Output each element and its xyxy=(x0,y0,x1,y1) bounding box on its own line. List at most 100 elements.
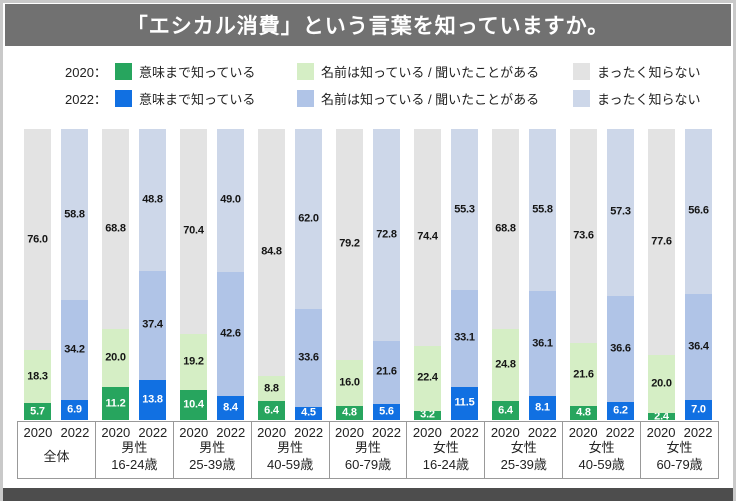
bar-segment-know-meaning: 3.2 xyxy=(414,408,441,421)
axis-year-label: 2022 xyxy=(294,425,324,440)
legend-label-not-know: まったく知らない xyxy=(597,92,701,107)
bar-segment-not-know: 57.3 xyxy=(607,129,634,296)
bar-segment-not-know: 55.8 xyxy=(529,129,556,292)
bar-2020: 5.7 18.3 76.0 xyxy=(24,129,51,420)
value-label: 3.2 xyxy=(420,408,435,421)
bar-segment-know-meaning: 4.5 xyxy=(295,406,322,420)
group-age-line: 16-24歳 xyxy=(422,457,470,472)
value-label: 20.0 xyxy=(105,351,126,364)
bar-2022: 5.6 21.6 72.8 xyxy=(373,129,400,420)
bar-2020: 2.4 20.0 77.6 xyxy=(648,129,675,423)
value-label: 6.4 xyxy=(264,404,279,417)
value-label: 22.4 xyxy=(417,371,438,384)
value-label: 6.2 xyxy=(613,404,628,417)
bar-2020: 6.4 24.8 68.8 xyxy=(492,129,519,420)
axis-year-label: 2022 xyxy=(449,425,479,440)
value-label: 4.8 xyxy=(576,406,591,419)
axis-year-row: 2020 2022 xyxy=(97,425,171,440)
bar-2022: 4.5 33.6 62.0 xyxy=(295,129,322,420)
axis-year-label: 2020 xyxy=(179,425,209,440)
axis-group-name: 女性 25-39歳 xyxy=(501,440,547,474)
axis-year-label: 2022 xyxy=(527,425,557,440)
group-column: 3.2 22.4 74.4 11.5 33.1 55.3 xyxy=(407,129,485,420)
group-name-line: 全体 xyxy=(43,448,70,464)
legend-swatch-2022-know-meaning xyxy=(115,90,132,107)
group-name-line: 女性 xyxy=(588,440,615,456)
legend-label-know-name: 名前は知っている / 聞いたことがある xyxy=(321,65,540,80)
bar-segment-know-meaning: 8.1 xyxy=(529,396,556,420)
group-name-line: 男性 xyxy=(121,440,148,456)
value-label: 5.6 xyxy=(379,405,394,418)
title-bar: 「エシカル消費」という言葉を知っていますか。 xyxy=(5,4,731,46)
bar-segment-know-name: 22.4 xyxy=(414,345,441,411)
value-label: 72.8 xyxy=(376,228,397,241)
bar-segment-know-meaning: 11.2 xyxy=(102,387,129,420)
bar-segment-know-name: 21.6 xyxy=(570,343,597,407)
value-label: 76.0 xyxy=(27,233,48,246)
value-label: 73.6 xyxy=(573,229,594,242)
legend-label-not-know: まったく知らない xyxy=(597,65,701,80)
bar-segment-know-meaning: 2.4 xyxy=(648,410,675,423)
axis-group-name: 全体 xyxy=(43,440,69,474)
group-name-line: 男性 xyxy=(277,440,304,456)
axis-group-name: 女性 40-59歳 xyxy=(579,440,625,474)
legend-row-2020: 2020： 意味まで知っている 名前は知っている / 聞いたことがある まったく… xyxy=(65,58,733,85)
group-age-line: 40-59歳 xyxy=(578,457,625,472)
bar-segment-not-know: 48.8 xyxy=(139,129,166,272)
group-name-line: 男性 xyxy=(199,440,226,456)
legend-swatch-2020-know-name xyxy=(297,63,314,80)
value-label: 56.6 xyxy=(688,204,709,217)
axis-year-row: 2020 2022 xyxy=(565,425,639,440)
value-label: 74.4 xyxy=(417,230,438,243)
bar-segment-know-name: 18.3 xyxy=(24,350,51,404)
value-label: 19.2 xyxy=(183,355,204,368)
value-label: 55.3 xyxy=(454,203,475,216)
value-label: 2.4 xyxy=(654,410,669,423)
bar-segment-know-name: 36.1 xyxy=(529,291,556,397)
group-age-line: 25-39歳 xyxy=(189,457,236,472)
bar-segment-not-know: 70.4 xyxy=(180,129,207,334)
bar-segment-know-name: 20.0 xyxy=(648,354,675,414)
group-age-line: 25-39歳 xyxy=(500,457,547,472)
value-label: 70.4 xyxy=(183,224,204,237)
bar-segment-know-name: 37.4 xyxy=(139,271,166,380)
bar-segment-know-meaning: 13.8 xyxy=(139,379,166,420)
value-label: 21.6 xyxy=(573,368,594,381)
value-label: 68.8 xyxy=(105,222,126,235)
bar-2022: 8.4 42.6 49.0 xyxy=(217,129,244,420)
axis-year-label: 2022 xyxy=(372,425,401,440)
bar-segment-not-know: 72.8 xyxy=(373,129,400,341)
bar-segment-know-meaning: 6.9 xyxy=(61,399,88,420)
bar-2022: 6.2 36.6 57.3 xyxy=(607,129,634,420)
axis-group-name: 男性 16-24歳 xyxy=(111,440,157,474)
bar-2020: 10.4 19.2 70.4 xyxy=(180,129,207,420)
value-label: 48.8 xyxy=(142,193,163,206)
value-label: 8.8 xyxy=(264,382,279,395)
legend-label-know-meaning: 意味まで知っている xyxy=(139,92,256,107)
bar-segment-not-know: 73.6 xyxy=(570,129,597,344)
bar-segment-not-know: 79.2 xyxy=(336,129,363,360)
stacked-bar-chart: 5.7 18.3 76.0 6.9 34.2 58.8 11.2 20.0 68.8 13.8 37… xyxy=(17,129,719,423)
group-column: 11.2 20.0 68.8 13.8 37.4 48.8 xyxy=(95,129,173,420)
value-label: 68.8 xyxy=(495,222,516,235)
bar-2020: 6.4 8.8 84.8 xyxy=(258,129,285,420)
bar-2022: 8.1 36.1 55.8 xyxy=(529,129,556,420)
legend-year-label: 2020： xyxy=(65,65,107,80)
legend-swatch-2020-not-know xyxy=(573,63,590,80)
axis-year-label: 2022 xyxy=(138,425,168,440)
bar-segment-not-know: 62.0 xyxy=(295,129,322,310)
bar-segment-know-name: 24.8 xyxy=(492,329,519,402)
legend-swatch-2022-know-name xyxy=(297,90,314,107)
group-name-line: 女性 xyxy=(510,440,537,456)
axis-group-cell: 2020 2022 女性 16-24歳 xyxy=(407,422,486,478)
value-label: 58.8 xyxy=(64,208,85,221)
axis-group-cell: 2020 2022 男性 60-79歳 xyxy=(330,422,408,478)
axis-group-cell: 2020 2022 女性 25-39歳 xyxy=(485,422,564,478)
bar-2022: 6.9 34.2 58.8 xyxy=(61,129,88,420)
bar-segment-not-know: 68.8 xyxy=(492,129,519,330)
value-label: 7.0 xyxy=(691,403,706,416)
legend-year-label: 2022： xyxy=(65,92,107,107)
bar-segment-know-meaning: 7.0 xyxy=(685,399,712,420)
page-title: 「エシカル消費」という言葉を知っていますか。 xyxy=(126,15,610,38)
value-label: 33.1 xyxy=(454,331,475,344)
